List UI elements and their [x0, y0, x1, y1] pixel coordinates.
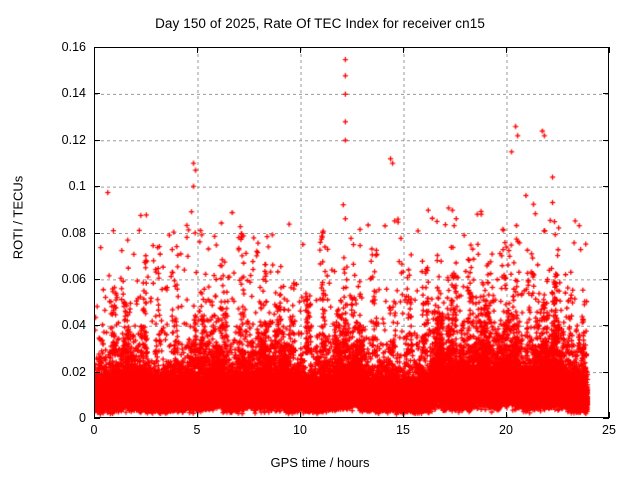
y-tick-label: 0.12: [61, 132, 86, 147]
x-axis-tick: [197, 412, 199, 418]
x-tick-label: 25: [602, 423, 616, 437]
y-axis-tick: [94, 279, 100, 281]
x-tick-label: 20: [499, 423, 513, 437]
y-tick-label: 0.16: [61, 40, 86, 54]
y-tick-label: 0.08: [61, 225, 86, 240]
x-axis-tick: [300, 47, 302, 53]
scatter-data-points: [95, 48, 608, 417]
x-axis-tick: [403, 47, 405, 53]
y-axis-tick-labels: 0 0.02 0.04 0.06 0.08 0.1 0.12 0.14 0.16: [0, 0, 86, 480]
y-axis-tick: [94, 418, 100, 420]
x-tick-label: 0: [90, 423, 98, 437]
x-axis-tick: [506, 412, 508, 418]
y-axis-tick: [94, 140, 100, 142]
x-axis-tick-labels: 0 5 10 15 20 25: [0, 424, 640, 444]
plot-area: [94, 47, 609, 418]
y-axis-tick: [603, 186, 609, 188]
x-axis-tick: [609, 47, 611, 53]
x-axis-tick: [94, 412, 96, 418]
y-axis-tick: [603, 93, 609, 95]
y-tick-label: 0.06: [61, 271, 86, 286]
x-axis-tick: [197, 47, 199, 53]
y-axis-tick: [603, 279, 609, 281]
x-axis-tick: [403, 412, 405, 418]
x-axis-tick: [506, 47, 508, 53]
x-tick-label: 15: [396, 423, 410, 437]
y-axis-tick: [603, 140, 609, 142]
y-axis-tick: [94, 47, 100, 49]
x-axis-tick: [300, 412, 302, 418]
x-axis-title: GPS time / hours: [270, 455, 370, 470]
x-tick-label: 5: [193, 423, 201, 437]
y-axis-tick: [94, 233, 100, 235]
y-axis-tick: [603, 372, 609, 374]
y-tick-label: 0.1: [68, 179, 86, 194]
y-tick-label: 0.04: [61, 318, 86, 333]
y-axis-tick: [94, 186, 100, 188]
x-tick-label: 10: [293, 423, 307, 437]
y-axis-tick: [94, 372, 100, 374]
x-axis-tick: [94, 47, 96, 53]
x-axis-tick: [609, 412, 611, 418]
y-axis-tick: [94, 93, 100, 95]
y-axis-tick: [603, 233, 609, 235]
y-tick-label: 0: [79, 411, 86, 425]
y-tick-label: 0.14: [61, 86, 86, 101]
y-axis-tick: [603, 47, 609, 49]
y-axis-tick: [603, 418, 609, 420]
chart-title: Day 150 of 2025, Rate Of TEC Index for r…: [155, 16, 485, 31]
y-tick-label: 0.02: [61, 364, 86, 379]
y-axis-tick: [603, 325, 609, 327]
y-axis-tick: [94, 325, 100, 327]
